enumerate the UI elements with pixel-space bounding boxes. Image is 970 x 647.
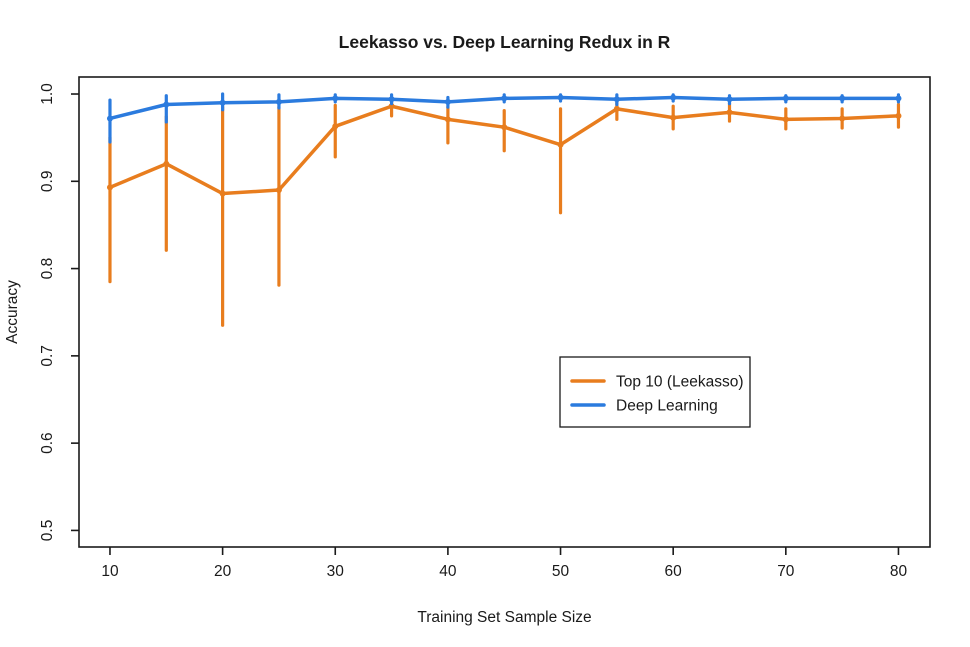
data-point-top-10-leekasso (163, 160, 170, 167)
data-point-deep-learning (275, 98, 282, 105)
data-point-deep-learning (782, 95, 789, 102)
data-point-top-10-leekasso (501, 124, 508, 131)
x-tick-label: 20 (214, 563, 232, 580)
data-point-deep-learning (501, 95, 508, 102)
plot-area: 10 20 30 40 50 60 70 80 0.5 0.6 0.7 0.8 0.9 1.0 (39, 83, 907, 580)
x-tick-label: 10 (101, 563, 119, 580)
data-point-deep-learning (613, 96, 620, 103)
data-point-top-10-leekasso (839, 115, 846, 122)
plot-border (78, 76, 931, 548)
data-point-top-10-leekasso (782, 116, 789, 123)
data-point-deep-learning (444, 98, 451, 105)
data-point-top-10-leekasso (444, 116, 451, 123)
data-point-deep-learning (839, 95, 846, 102)
data-point-top-10-leekasso (670, 114, 677, 121)
data-point-deep-learning (726, 96, 733, 103)
data-point-deep-learning (388, 96, 395, 103)
data-point-deep-learning (670, 94, 677, 101)
data-point-top-10-leekasso (726, 109, 733, 116)
data-point-top-10-leekasso (557, 141, 564, 148)
y-tick-label: 0.7 (39, 345, 56, 367)
data-point-top-10-leekasso (275, 187, 282, 194)
data-point-deep-learning (332, 95, 339, 102)
x-tick-label: 30 (327, 563, 345, 580)
x-tick-label: 50 (552, 563, 570, 580)
data-point-top-10-leekasso (106, 184, 113, 191)
legend: Top 10 (Leekasso) Deep Learning (559, 356, 751, 428)
data-point-deep-learning (163, 101, 170, 108)
x-tick-label: 40 (439, 563, 457, 580)
data-point-top-10-leekasso (219, 190, 226, 197)
y-tick-label: 0.8 (39, 258, 56, 280)
y-tick-label: 0.5 (39, 520, 56, 542)
x-axis-label: Training Set Sample Size (417, 609, 591, 626)
y-tick-label: 1.0 (39, 83, 56, 105)
y-axis-label: Accuracy (4, 280, 21, 344)
legend-label-leekasso: Top 10 (Leekasso) (616, 373, 744, 390)
legend-box (559, 356, 751, 428)
data-point-top-10-leekasso (332, 123, 339, 130)
x-tick-label: 60 (665, 563, 683, 580)
y-tick-label: 0.9 (39, 171, 56, 193)
data-point-top-10-leekasso (895, 112, 902, 119)
data-point-deep-learning (895, 95, 902, 102)
x-tick-label: 70 (777, 563, 795, 580)
legend-label-deep-learning: Deep Learning (616, 397, 718, 414)
data-point-deep-learning (106, 115, 113, 122)
y-tick-label: 0.6 (39, 432, 56, 454)
data-point-deep-learning (557, 94, 564, 101)
data-point-top-10-leekasso (388, 103, 395, 110)
data-point-top-10-leekasso (613, 105, 620, 112)
x-tick-label: 80 (890, 563, 908, 580)
data-point-deep-learning (219, 99, 226, 106)
chart-title: Leekasso vs. Deep Learning Redux in R (339, 32, 671, 52)
